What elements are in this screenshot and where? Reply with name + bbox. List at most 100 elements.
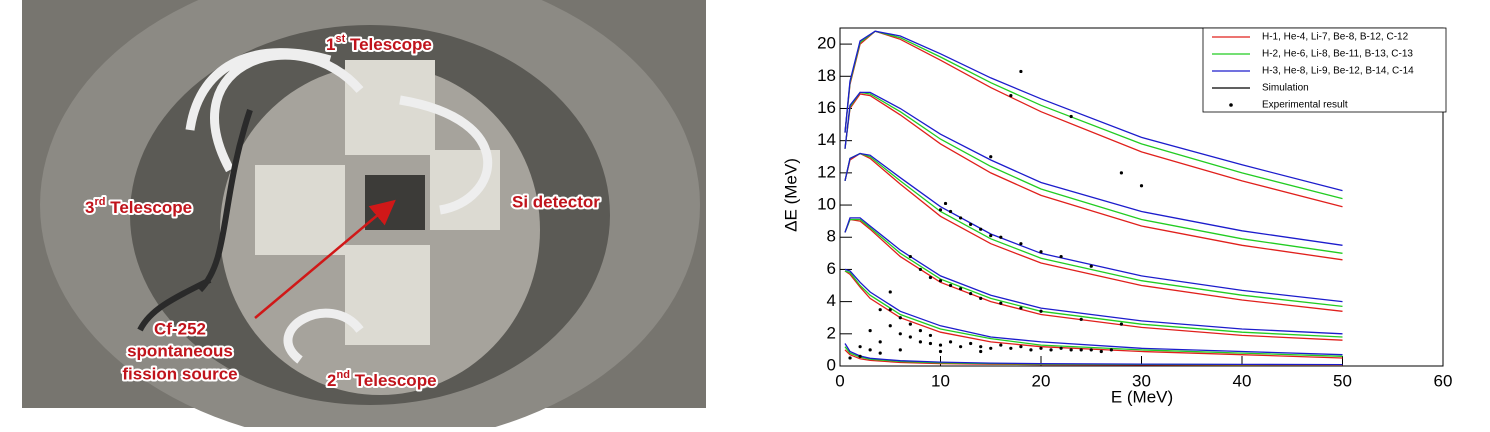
label-part: Telescope xyxy=(345,35,432,54)
data-point xyxy=(1009,94,1013,98)
y-axis-label: ΔE (MeV) xyxy=(781,158,800,232)
data-point xyxy=(1059,346,1063,350)
label-source: Cf-252 xyxy=(154,319,206,338)
legend-label: H-1, He-4, Li-7, Be-8, B-12, C-12 xyxy=(1262,32,1409,43)
data-point xyxy=(1009,346,1013,350)
x-tick-label: 10 xyxy=(931,371,950,390)
curve xyxy=(844,270,1343,357)
legend-label: Simulation xyxy=(1262,83,1309,94)
curve xyxy=(844,217,1343,335)
label-part: 1 xyxy=(326,35,335,54)
x-tick-label: 50 xyxy=(1333,371,1352,390)
y-tick-label: 16 xyxy=(817,98,836,117)
data-point xyxy=(848,356,852,360)
y-tick-label: 14 xyxy=(817,130,836,149)
data-point xyxy=(979,345,983,349)
y-tick-label: 18 xyxy=(817,66,836,85)
legend-box xyxy=(1202,27,1447,113)
data-point xyxy=(989,155,993,159)
label-source: spontaneous xyxy=(127,341,233,360)
data-point xyxy=(1059,254,1063,259)
y-tick-label: 20 xyxy=(817,34,836,53)
y-tick-label: 8 xyxy=(827,227,836,246)
data-point xyxy=(908,335,912,339)
data-point xyxy=(1039,309,1043,313)
x-tick-label: 0 xyxy=(835,371,844,390)
curve xyxy=(844,91,1343,254)
curve xyxy=(844,343,1343,366)
data-point xyxy=(928,341,933,346)
label-telescope-3: 3rd Telescope xyxy=(85,196,192,218)
source-holder xyxy=(365,175,425,230)
data-point xyxy=(1089,348,1093,352)
telescope-3 xyxy=(255,165,345,255)
chart: 0 2 4 6 8 10 12 14 16 18 20 0 10 20 30 40 50 60 E (MeV) ΔE … xyxy=(781,27,1453,406)
data-point xyxy=(1019,242,1023,246)
curve xyxy=(844,91,1343,246)
label-part: Telescope xyxy=(105,198,192,217)
data-point xyxy=(1099,349,1103,354)
data-point xyxy=(1079,317,1083,321)
x-tick-label: 30 xyxy=(1132,371,1151,390)
data-point xyxy=(999,301,1003,305)
data-point xyxy=(878,340,882,344)
label-part: nd xyxy=(336,369,349,381)
data-point xyxy=(1049,348,1053,352)
data-point xyxy=(1119,322,1123,326)
y-tick-label: 2 xyxy=(827,323,836,342)
label-telescope-1: 1st Telescope xyxy=(326,33,432,55)
data-point xyxy=(969,291,973,296)
legend-label: H-3, He-8, Li-9, Be-12, B-14, C-14 xyxy=(1262,66,1414,77)
legend-swatch xyxy=(1229,103,1233,107)
data-point xyxy=(878,351,882,355)
label-telescope-2: 2nd Telescope xyxy=(327,369,437,391)
label-part: rd xyxy=(94,196,105,208)
data-point xyxy=(979,349,983,354)
data-point xyxy=(928,333,933,338)
data-point xyxy=(938,349,943,354)
data-point xyxy=(918,340,923,344)
curve xyxy=(844,270,1343,359)
data-point xyxy=(898,316,902,320)
y-tick-label: 0 xyxy=(827,355,836,374)
cables-dark xyxy=(137,109,253,332)
data-point xyxy=(1039,250,1043,254)
data-point xyxy=(969,341,973,346)
curve xyxy=(844,218,1343,338)
label-source: fission source xyxy=(122,364,237,383)
x-axis-label: E (MeV) xyxy=(1111,387,1173,406)
data-point xyxy=(1079,348,1083,352)
data-point xyxy=(1029,348,1033,352)
data-point xyxy=(989,346,993,350)
data-point xyxy=(979,227,983,231)
y-tick-label: 10 xyxy=(817,195,836,214)
x-tick-label: 60 xyxy=(1434,371,1453,390)
data-point xyxy=(898,332,902,336)
data-point xyxy=(1109,348,1113,352)
data-point xyxy=(898,348,902,352)
data-point xyxy=(948,209,953,214)
data-point xyxy=(918,267,923,272)
data-point xyxy=(989,234,993,238)
legend-label: H-2, He-6, Li-8, Be-11, B-13, C-13 xyxy=(1262,49,1413,60)
data-point xyxy=(948,283,953,288)
cables xyxy=(185,48,493,364)
x-tick-label: 20 xyxy=(1032,371,1051,390)
data-point xyxy=(1119,171,1123,175)
label-part: 2 xyxy=(327,371,336,390)
label-si-detector: Si detector xyxy=(512,192,600,211)
curve xyxy=(844,93,1343,261)
data-point xyxy=(868,328,872,333)
y-tick-label: 4 xyxy=(827,291,836,310)
label-part: 3 xyxy=(85,198,94,217)
curve xyxy=(844,152,1343,312)
curve xyxy=(844,30,1343,192)
data-point xyxy=(1019,306,1023,310)
y-tick-label: 12 xyxy=(817,162,836,181)
data-point xyxy=(938,208,943,212)
data-point xyxy=(928,275,933,280)
data-point xyxy=(868,348,872,352)
data-point xyxy=(999,343,1003,347)
curve xyxy=(844,152,1343,303)
